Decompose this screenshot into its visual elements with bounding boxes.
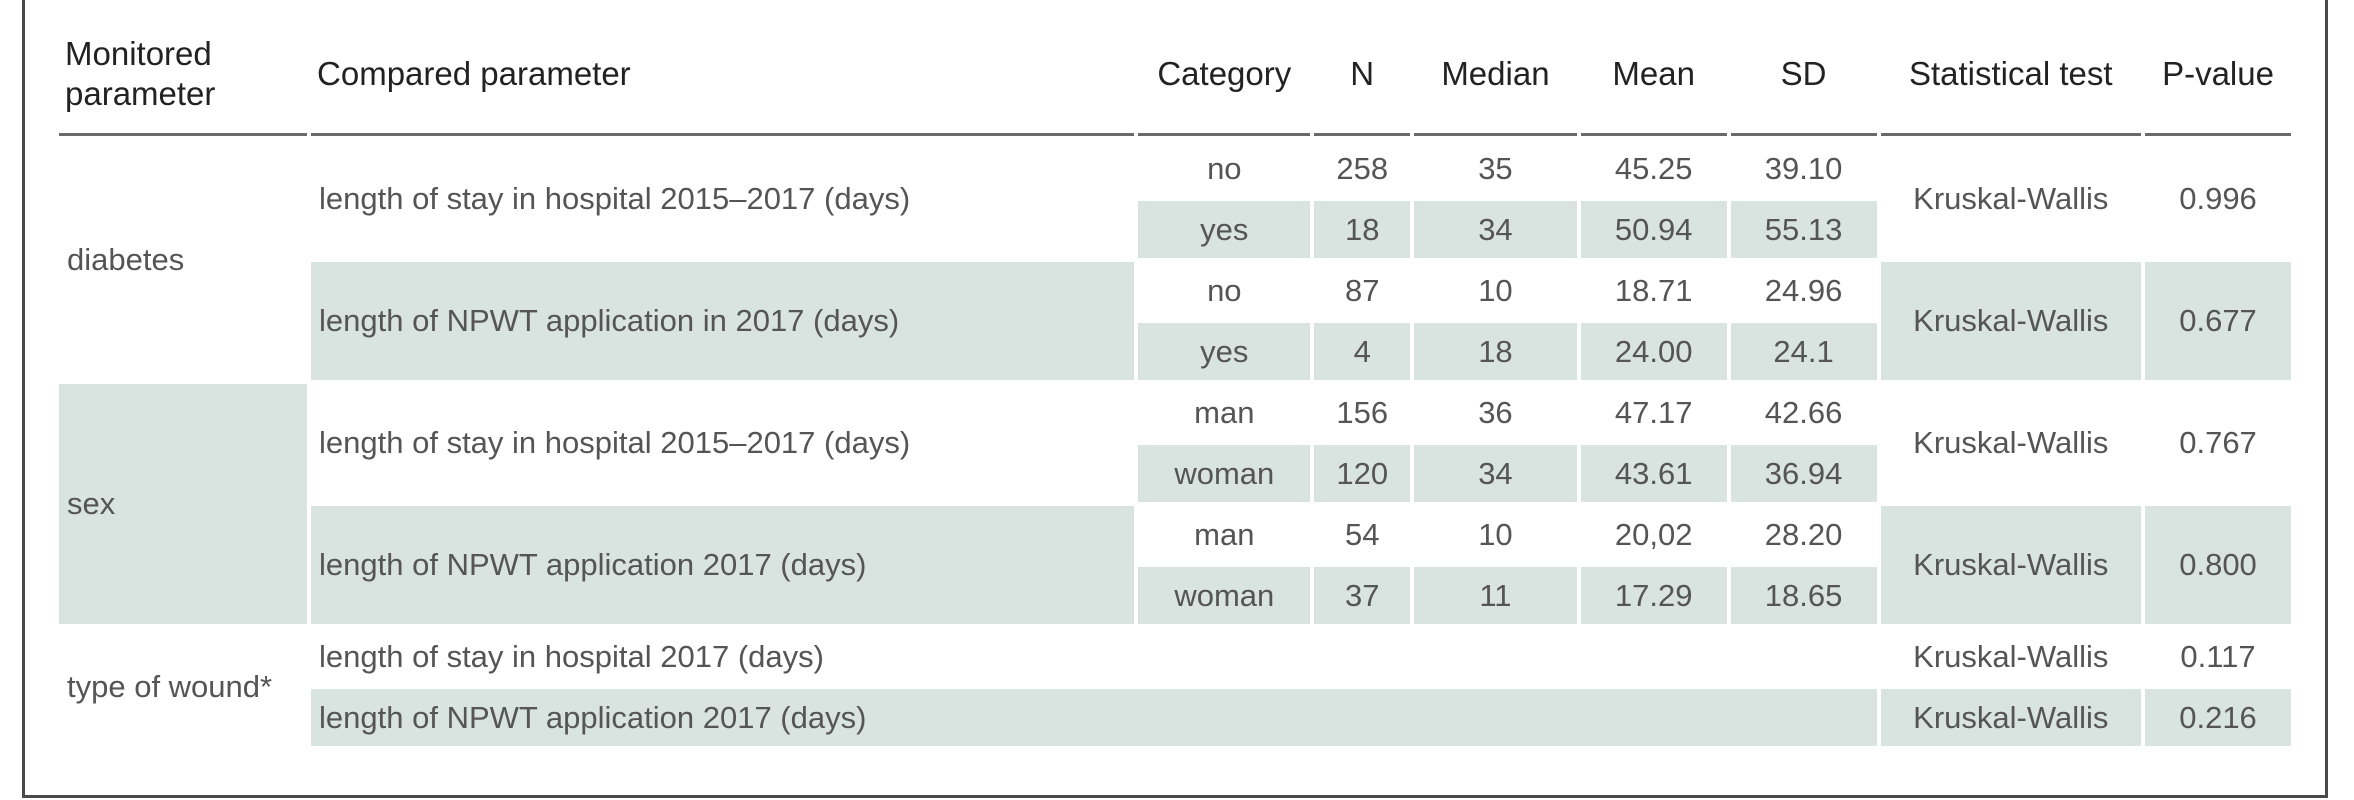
pvalue-cell: 0.677 (2145, 262, 2291, 381)
pvalue-cell: 0.996 (2179, 181, 2257, 217)
sd-cell: 28.20 (1764, 516, 1843, 552)
category-cell: man (1194, 516, 1255, 552)
statistics-table: Monitored parameter Compared parameter C… (55, 22, 2295, 750)
mean-cell: 17.29 (1580, 567, 1727, 625)
test-cell: Kruskal-Wallis (1913, 425, 2109, 461)
monitored-parameter: diabetes (67, 242, 185, 278)
header-median: Median (1414, 26, 1577, 137)
table-row: yes 18 34 50.94 55.13 (59, 201, 2291, 259)
table-row: sex length of stay in hospital 2015–2017… (59, 384, 2291, 625)
median-cell: 34 (1414, 445, 1577, 503)
mean-cell: 20,02 (1614, 516, 1693, 552)
mean-cell: 47.17 (1614, 394, 1693, 430)
test-cell: Kruskal-Wallis (1913, 638, 2109, 674)
n-cell: 258 (1336, 150, 1389, 186)
header-compared: Compared parameter (311, 26, 1135, 137)
compared-parameter: length of stay in hospital 2015–2017 (da… (319, 425, 911, 461)
pvalue-cell: 0.800 (2145, 506, 2291, 625)
category-cell: no (1207, 272, 1242, 308)
header-category: Category (1138, 26, 1311, 137)
sd-cell: 39.10 (1764, 150, 1843, 186)
median-cell: 11 (1414, 567, 1577, 625)
monitored-parameter: type of wound* (67, 669, 273, 705)
header-monitored: Monitored parameter (59, 26, 308, 137)
n-cell: 37 (1314, 567, 1411, 625)
header-mean: Mean (1580, 26, 1727, 137)
median-cell: 18 (1414, 323, 1577, 381)
pvalue-cell: 0.216 (2145, 689, 2291, 747)
table-row: woman 120 34 43.61 36.94 (59, 445, 2291, 503)
pvalue-cell: 0.767 (2179, 425, 2257, 461)
category-cell: man (1194, 394, 1255, 430)
median-cell: 10 (1478, 516, 1513, 552)
sd-cell: 42.66 (1764, 394, 1843, 430)
category-cell: woman (1138, 445, 1311, 503)
table-row: type of wound* length of stay in hospita… (59, 628, 2291, 705)
header-pvalue: P-value (2145, 26, 2291, 137)
compared-parameter: length of NPWT application in 2017 (days… (311, 262, 1135, 381)
sd-cell: 24.96 (1764, 272, 1843, 308)
test-cell: Kruskal-Wallis (1880, 506, 2142, 625)
table-row: yes 4 18 24.00 24.1 (59, 323, 2291, 381)
category-cell: yes (1138, 201, 1311, 259)
test-cell: Kruskal-Wallis (1913, 181, 2109, 217)
n-cell: 4 (1314, 323, 1411, 381)
mean-cell: 50.94 (1580, 201, 1727, 259)
n-cell: 54 (1344, 516, 1380, 552)
header-test: Statistical test (1880, 26, 2142, 137)
median-cell: 34 (1414, 201, 1577, 259)
table-frame (22, 0, 2328, 798)
test-cell: Kruskal-Wallis (1880, 689, 2142, 747)
mean-cell: 24.00 (1580, 323, 1727, 381)
n-cell: 87 (1344, 272, 1380, 308)
sd-cell: 24.1 (1730, 323, 1877, 381)
header-n: N (1314, 26, 1411, 137)
mean-cell: 43.61 (1580, 445, 1727, 503)
sd-cell: 18.65 (1730, 567, 1877, 625)
table-row: length of NPWT application 2017 (days) m… (59, 506, 2291, 625)
median-cell: 36 (1478, 394, 1513, 430)
table-row: diabetes length of stay in hospital 2015… (59, 140, 2291, 278)
test-cell: Kruskal-Wallis (1880, 262, 2142, 381)
mean-cell: 45.25 (1614, 150, 1693, 186)
monitored-parameter: sex (59, 384, 308, 625)
compared-parameter: length of NPWT application 2017 (days) (311, 689, 1877, 747)
n-cell: 18 (1314, 201, 1411, 259)
table-row: woman 37 11 17.29 18.65 (59, 567, 2291, 625)
sd-cell: 55.13 (1730, 201, 1877, 259)
header-row: Monitored parameter Compared parameter C… (59, 26, 2291, 137)
n-cell: 156 (1336, 394, 1389, 430)
header-sd: SD (1730, 26, 1877, 137)
sd-cell: 36.94 (1730, 445, 1877, 503)
compared-parameter: length of stay in hospital 2017 (days) (319, 638, 824, 674)
category-cell: yes (1138, 323, 1311, 381)
n-cell: 120 (1314, 445, 1411, 503)
pvalue-cell: 0.117 (2180, 638, 2256, 674)
table-row: length of NPWT application 2017 (days) K… (59, 689, 2291, 747)
compared-parameter: length of NPWT application 2017 (days) (311, 506, 1135, 625)
mean-cell: 18.71 (1614, 272, 1693, 308)
category-cell: woman (1138, 567, 1311, 625)
median-cell: 10 (1478, 272, 1513, 308)
compared-parameter: length of stay in hospital 2015–2017 (da… (319, 181, 911, 217)
median-cell: 35 (1478, 150, 1513, 186)
category-cell: no (1207, 150, 1242, 186)
table-row: length of NPWT application in 2017 (days… (59, 262, 2291, 381)
